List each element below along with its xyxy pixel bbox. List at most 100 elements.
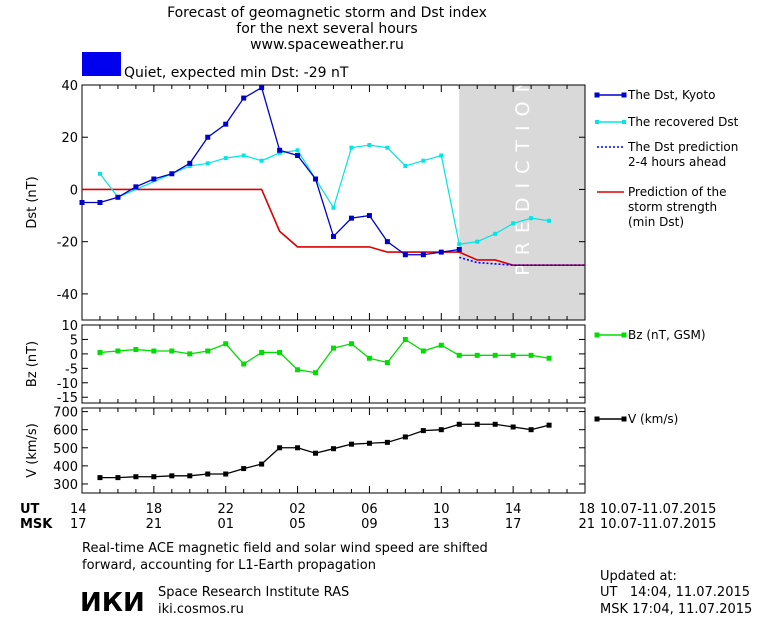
bz-point — [187, 351, 193, 357]
v-point — [420, 428, 426, 434]
v-point — [456, 421, 462, 427]
bz-point — [546, 355, 552, 361]
recovered-dst-point — [241, 153, 246, 158]
recovered-dst-point — [439, 153, 444, 158]
v-line — [99, 423, 550, 479]
ut-label: UT — [20, 502, 40, 517]
updated-msk: MSK 17:04, 11.07.2015 — [600, 602, 752, 617]
msk-date-range: 10.07-11.07.2015 — [600, 517, 716, 532]
bz-point — [456, 352, 462, 358]
status-text: Quiet, expected min Dst: -29 nT — [124, 65, 349, 81]
y-tick-label: 0 — [70, 348, 78, 363]
ut-tick-label: 06 — [361, 502, 378, 517]
dst-prediction-line — [459, 256, 585, 266]
v-point — [313, 450, 319, 456]
legend-marker — [621, 92, 627, 98]
dst-kyoto-point — [259, 85, 265, 91]
y-axis-title: Dst (nT) — [25, 176, 40, 228]
v-point — [295, 445, 301, 451]
dst-kyoto-point — [241, 95, 247, 101]
bz-point — [313, 370, 319, 376]
legend-label: V (km/s) — [628, 412, 678, 426]
msk-tick-label: 13 — [433, 517, 450, 532]
y-tick-label: 0 — [70, 183, 78, 198]
bz-point — [384, 360, 390, 366]
iki-logo: ИКИ — [80, 588, 145, 618]
recovered-dst-point — [547, 218, 552, 223]
y-axis-title: V (km/s) — [25, 423, 40, 478]
dst-kyoto-point — [97, 200, 103, 205]
v-point — [259, 461, 265, 467]
dst-kyoto-line — [82, 86, 460, 256]
ut-date-range: 10.07-11.07.2015 — [600, 502, 716, 517]
recovered-dst-point — [421, 158, 426, 163]
recovered-dst-point — [511, 221, 516, 226]
ut-tick-label: 18 — [146, 502, 163, 517]
recovered-dst-point — [259, 158, 264, 163]
recovered-dst-point — [97, 171, 102, 176]
dst-kyoto-point — [456, 247, 462, 252]
v-panel: 700 600 500 400 300 V (km/s) — [25, 406, 586, 494]
recovered-dst-point — [457, 242, 462, 247]
bz-point — [241, 361, 247, 367]
dst-kyoto-point — [151, 176, 157, 182]
status-color-swatch — [82, 52, 121, 76]
ut-tick-label: 14 — [505, 502, 522, 517]
dst-kyoto-point — [277, 147, 283, 153]
figure-title-line2: for the next several hours — [236, 21, 417, 37]
dst-kyoto-point — [384, 239, 390, 245]
y-tick-label: 20 — [61, 131, 78, 146]
v-point — [348, 441, 354, 447]
y-tick-label: 300 — [53, 478, 78, 493]
msk-tick-label: 05 — [289, 517, 306, 532]
v-point — [187, 473, 193, 479]
msk-tick-label: 09 — [361, 517, 378, 532]
dst-kyoto-point — [205, 134, 211, 140]
dst-kyoto-point — [420, 252, 426, 258]
v-point — [438, 427, 444, 433]
legend-label: Bz (nT, GSM) — [628, 328, 706, 342]
dst-kyoto-point — [348, 215, 354, 221]
v-point — [115, 475, 121, 481]
propagation-note-line1: Real-time ACE magnetic field and solar w… — [82, 541, 488, 556]
recovered-dst-point — [295, 148, 300, 153]
v-point — [277, 445, 283, 451]
legend-marker — [595, 120, 599, 124]
v-point — [223, 471, 229, 477]
v-point — [492, 421, 498, 427]
y-tick-label: 40 — [61, 79, 78, 94]
legend-area: The Dst, Kyoto The recovered Dst The Dst p… — [594, 88, 739, 426]
dst-kyoto-point — [331, 233, 336, 239]
bz-point — [133, 347, 139, 353]
recovered-dst-point — [493, 231, 498, 236]
legend-label: Prediction of the — [628, 185, 727, 199]
recovered-dst-point — [331, 205, 336, 210]
recovered-dst-point — [475, 239, 480, 244]
msk-tick-label: 21 — [578, 517, 595, 532]
y-tick-label: -5 — [65, 362, 78, 377]
recovered-dst-point — [205, 161, 210, 166]
dst-kyoto-point — [169, 171, 175, 177]
dst-kyoto-point — [402, 252, 408, 258]
dst-kyoto-point — [187, 160, 193, 166]
y-tick-label: -10 — [57, 377, 78, 392]
time-axis: UTMSK1417182122010205060910131417182110.… — [20, 502, 716, 532]
legend-label: 2-4 hours ahead — [628, 155, 726, 169]
dst-kyoto-point — [438, 249, 444, 255]
legend-marker — [622, 120, 626, 124]
bz-point — [402, 336, 408, 342]
recovered-dst-point — [403, 163, 408, 168]
v-point — [402, 434, 408, 440]
institute-name: Space Research Institute RAS — [158, 585, 349, 600]
v-point — [528, 427, 534, 433]
propagation-note-line2: forward, accounting for L1-Earth propaga… — [82, 558, 376, 573]
y-tick-label: 10 — [61, 319, 78, 334]
bz-point — [331, 345, 336, 351]
bz-point — [420, 348, 426, 354]
bz-point — [169, 348, 175, 354]
y-tick-label: -20 — [57, 236, 78, 251]
msk-label: MSK — [20, 517, 53, 532]
dst-kyoto-point — [115, 194, 121, 200]
bz-point — [438, 342, 444, 348]
